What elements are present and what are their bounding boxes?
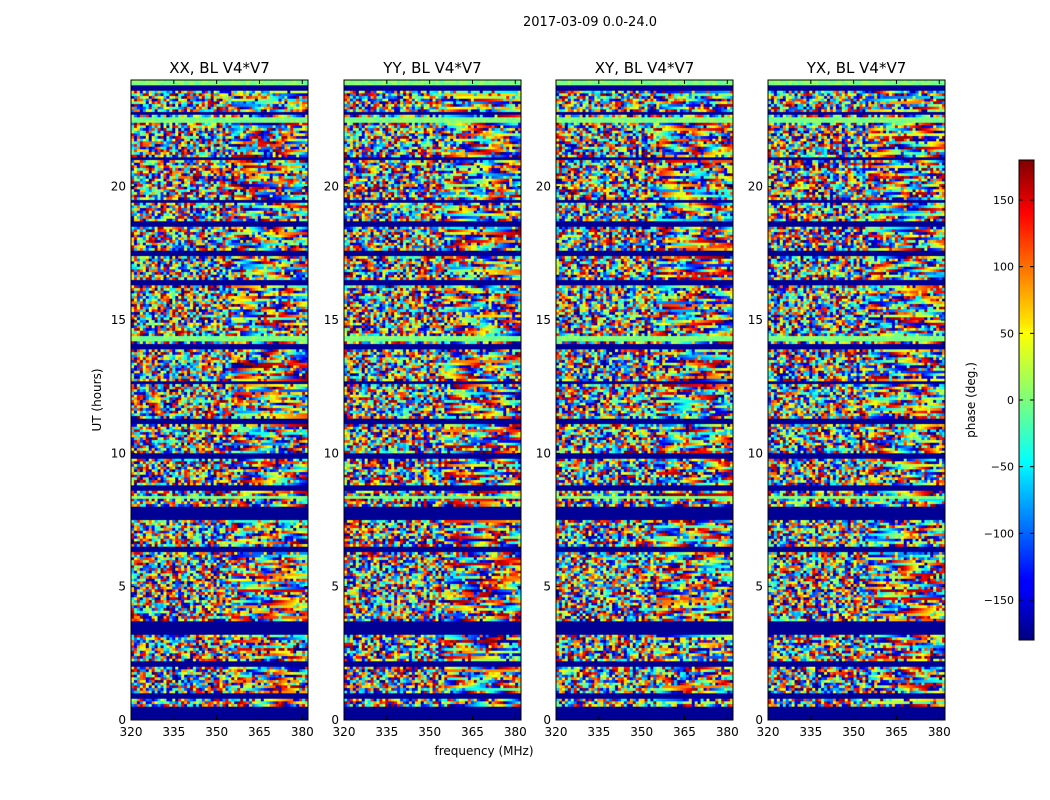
panel-yy-raster: [344, 80, 521, 720]
y-tick-label: 10: [324, 446, 339, 460]
panel-title: XX, BL V4*V7: [169, 59, 270, 77]
x-tick-label: 335: [799, 725, 822, 739]
x-tick-label: 350: [205, 725, 228, 739]
colorbar-label: phase (deg.): [964, 362, 978, 438]
panel-yx: YX, BL V4*V7 320 335 350 365 380 0 5 10 15 20: [748, 59, 951, 739]
panel-frame: [767, 79, 946, 721]
panel-frame: [555, 79, 734, 721]
x-tick-label: 380: [504, 725, 527, 739]
x-tick-label: 350: [418, 725, 441, 739]
colorbar-tick-label: 50: [1000, 327, 1014, 340]
panel-xy: XY, BL V4*V7 320 335 350 365 380 0 5 10 15 20: [536, 59, 739, 739]
y-tick-label: 0: [331, 713, 339, 727]
y-tick-label: 10: [111, 446, 126, 460]
x-tick-label: 320: [757, 725, 780, 739]
y-tick-label: 20: [748, 180, 763, 194]
x-tick-label: 350: [630, 725, 653, 739]
x-tick-label: 335: [375, 725, 398, 739]
colorbar-tick-label: 0: [1007, 394, 1014, 407]
y-tick-label: 0: [118, 713, 126, 727]
y-tick-label: 15: [111, 313, 126, 327]
x-tick-label: 320: [120, 725, 143, 739]
x-tick-label: 365: [885, 725, 908, 739]
y-tick-label: 20: [536, 180, 551, 194]
y-tick-label: 15: [324, 313, 339, 327]
panel-xx-raster: [131, 80, 308, 720]
y-tick-label: 20: [324, 180, 339, 194]
y-tick-label: 15: [748, 313, 763, 327]
x-axis-label: frequency (MHz): [434, 744, 533, 758]
y-tick-label: 0: [543, 713, 551, 727]
panel-frame: [343, 79, 522, 721]
x-tick-label: 365: [461, 725, 484, 739]
panel-frame: [130, 79, 309, 721]
x-tick-label: 380: [716, 725, 739, 739]
panel-title: YX, BL V4*V7: [806, 59, 907, 77]
x-tick-label: 335: [587, 725, 610, 739]
panel-title: XY, BL V4*V7: [595, 59, 695, 77]
y-tick-label: 0: [755, 713, 763, 727]
y-tick-label: 15: [536, 313, 551, 327]
y-tick-label: 20: [111, 180, 126, 194]
x-tick-label: 365: [248, 725, 271, 739]
panel-title: YY, BL V4*V7: [382, 59, 481, 77]
x-tick-label: 350: [842, 725, 865, 739]
y-tick-label: 5: [755, 580, 763, 594]
x-tick-label: 335: [162, 725, 185, 739]
y-axis-label: UT (hours): [90, 368, 104, 431]
x-tick-label: 380: [291, 725, 314, 739]
y-tick-label: 5: [118, 580, 126, 594]
colorbar-tick-label: 150: [993, 194, 1014, 207]
colorbar-tick-label: −100: [984, 527, 1014, 540]
y-tick-label: 10: [536, 446, 551, 460]
y-tick-label: 5: [543, 580, 551, 594]
panel-yx-raster: [768, 80, 945, 720]
y-tick-label: 5: [331, 580, 339, 594]
figure-suptitle: 2017-03-09 0.0-24.0: [523, 15, 657, 30]
panel-yy: YY, BL V4*V7 320 335 350 365 380 0 5 10 15 20: [324, 59, 527, 739]
colorbar-tick-label: 100: [993, 261, 1014, 274]
x-tick-label: 365: [673, 725, 696, 739]
x-tick-label: 320: [333, 725, 356, 739]
x-tick-label: 320: [545, 725, 568, 739]
colorbar: −150 −100 −50 0 50 100 150 phase (deg.): [964, 159, 1035, 641]
panel-xy-raster: [556, 80, 733, 720]
x-tick-label: 380: [928, 725, 951, 739]
colorbar-tick-label: −150: [984, 594, 1014, 607]
panel-xx: XX, BL V4*V7 320 335 350 365 380 0 5 10 15 20: [111, 59, 314, 739]
colorbar-tick-label: −50: [991, 461, 1014, 474]
y-tick-label: 10: [748, 446, 763, 460]
colorbar-ticks: −150 −100 −50 0 50 100 150: [984, 194, 1034, 607]
